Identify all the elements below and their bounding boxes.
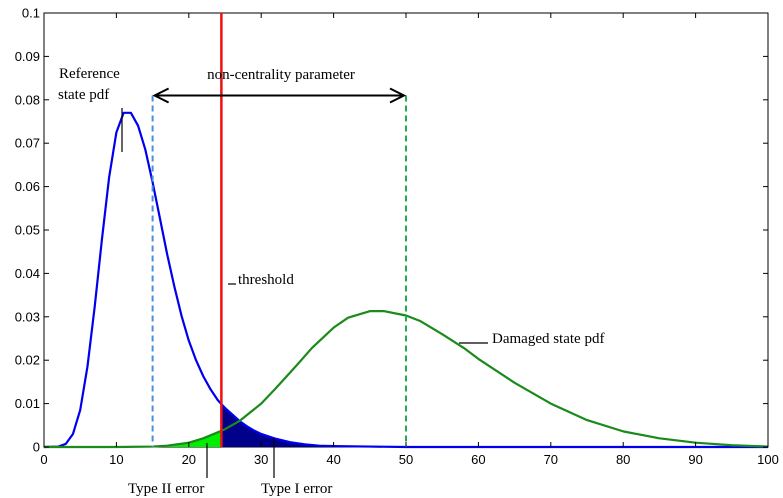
annotations: Reference state pdf non-centrality param… (58, 66, 604, 497)
x-tick-label: 70 (544, 452, 558, 467)
y-tick-label: 0.02 (15, 353, 40, 368)
x-tick-label: 20 (182, 452, 196, 467)
y-tick-label: 0.09 (15, 49, 40, 64)
axis-ticks: 0 10 20 30 40 50 60 70 80 90 100 0 0.01 0.02 0.03 0.04 0… (15, 6, 779, 468)
plot-area: 0 10 20 30 40 50 60 70 80 90 100 0 0.01 0.02 0.03 0.04 0… (15, 6, 779, 468)
x-tick-label: 50 (399, 452, 413, 467)
x-tick-label: 60 (471, 452, 485, 467)
x-tick-label: 0 (40, 452, 47, 467)
x-tick-label: 90 (688, 452, 702, 467)
y-tick-label: 0.01 (15, 396, 40, 411)
x-tick-label: 30 (254, 452, 268, 467)
type2-error-area (130, 430, 222, 447)
ncp-arrow-right-head (389, 87, 407, 104)
reference-label-line2: state pdf (58, 87, 109, 103)
ncp-arrow-left-head (152, 87, 170, 104)
reference-label-line1: Reference (59, 66, 120, 82)
type1-error-area (221, 404, 392, 447)
y-tick-label: 0 (33, 440, 40, 455)
reference-pdf-line (43, 111, 768, 449)
damaged-pdf-line (44, 310, 769, 449)
error-areas (130, 404, 392, 447)
y-tick-label: 0.04 (15, 266, 40, 281)
x-tick-label: 100 (757, 452, 779, 467)
marker-lines (151, 13, 407, 447)
y-tick-label: 0.05 (15, 223, 40, 238)
y-tick-label: 0.07 (15, 136, 40, 151)
y-tick-label: 0.03 (15, 309, 40, 324)
y-tick-label: 0.08 (15, 92, 40, 107)
damaged-label: Damaged state pdf (492, 331, 604, 347)
x-tick-label: 10 (109, 452, 123, 467)
type1-error-label: Type I error (261, 481, 332, 497)
ncp-label: non-centrality parameter (207, 67, 355, 83)
y-tick-label: 0.1 (22, 6, 40, 21)
series-lines (43, 111, 769, 449)
y-tick-label: 0.06 (15, 179, 40, 194)
type2-error-label: Type II error (128, 481, 204, 497)
x-tick-label: 80 (616, 452, 630, 467)
threshold-label: threshold (238, 272, 294, 288)
x-tick-label: 40 (326, 452, 340, 467)
